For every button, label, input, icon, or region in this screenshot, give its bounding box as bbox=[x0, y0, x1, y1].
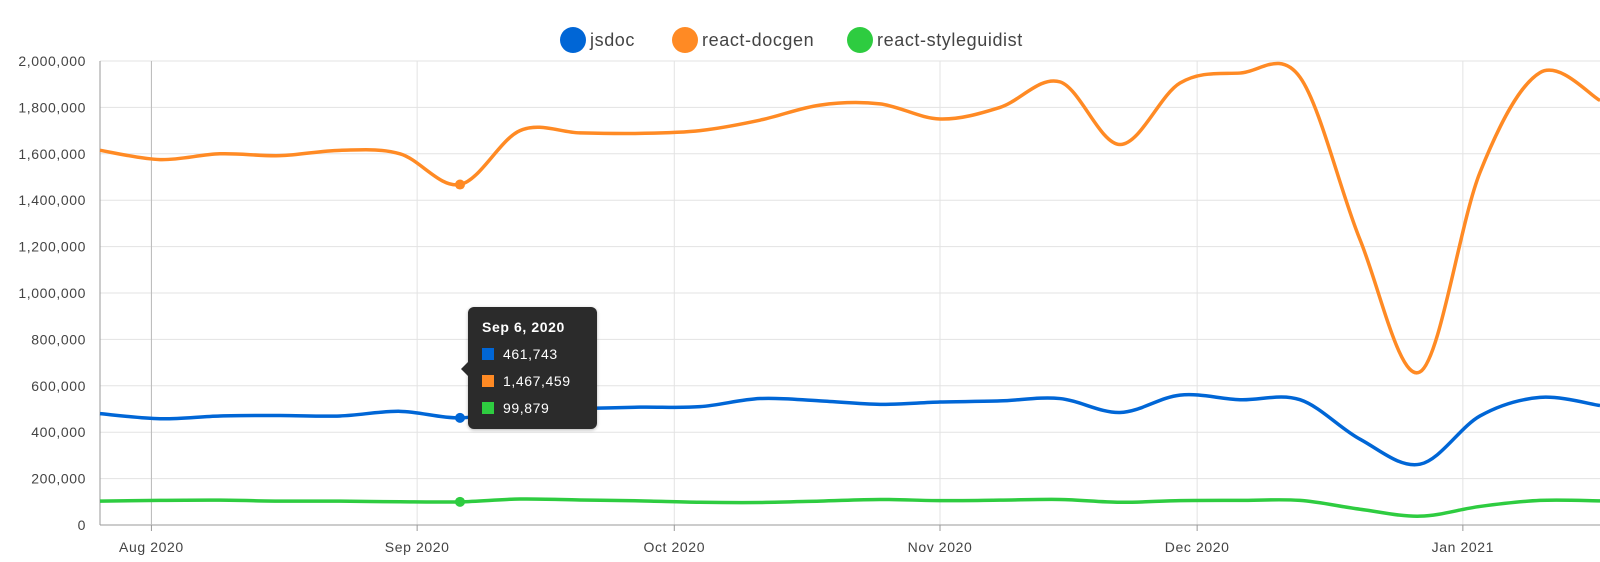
y-tick-label: 1,600,000 bbox=[18, 146, 86, 162]
y-tick-label: 1,400,000 bbox=[18, 192, 86, 208]
series-lines bbox=[99, 61, 1600, 518]
legend-label-react-styleguidist: react-styleguidist bbox=[877, 30, 1023, 50]
x-tick-label: Oct 2020 bbox=[643, 539, 705, 555]
legend: jsdoc react-docgen react-styleguidist bbox=[560, 27, 1023, 53]
hover-point-react-docgen bbox=[455, 179, 465, 190]
x-tick-label: Jan 2021 bbox=[1432, 539, 1494, 555]
tooltip-row-jsdoc: 461,743 bbox=[482, 346, 558, 362]
y-tick-label: 800,000 bbox=[31, 331, 86, 347]
y-tick-label: 600,000 bbox=[31, 378, 86, 394]
x-tick-label: Dec 2020 bbox=[1165, 539, 1230, 555]
tooltip-value-react-styleguidist: 99,879 bbox=[503, 400, 550, 416]
series-line-jsdoc bbox=[99, 392, 1600, 467]
hover-point-react-styleguidist bbox=[455, 496, 465, 507]
y-tick-label: 200,000 bbox=[31, 471, 86, 487]
tooltip-value-jsdoc: 461,743 bbox=[503, 346, 558, 362]
hover-markers bbox=[455, 179, 465, 507]
tooltip-swatch-jsdoc bbox=[482, 348, 494, 360]
y-tick-label: 0 bbox=[78, 517, 86, 533]
hover-point-jsdoc bbox=[455, 412, 465, 423]
x-axis-tick-labels: Aug 2020 Sep 2020 Oct 2020 Nov 2020 Dec 2020… bbox=[119, 539, 1494, 555]
y-tick-label: 1,800,000 bbox=[18, 99, 86, 115]
grid-lines bbox=[100, 60, 1600, 525]
y-tick-label: 400,000 bbox=[31, 424, 86, 440]
tooltip-row-react-styleguidist: 99,879 bbox=[482, 400, 549, 416]
tooltip-value-react-docgen: 1,467,459 bbox=[503, 373, 571, 389]
y-tick-label: 2,000,000 bbox=[18, 53, 86, 69]
hover-tooltip: Sep 6, 2020 461,743 1,467,459 99,879 bbox=[461, 307, 597, 429]
tooltip-row-react-docgen: 1,467,459 bbox=[482, 373, 571, 389]
legend-label-react-docgen: react-docgen bbox=[702, 30, 814, 50]
legend-label-jsdoc: jsdoc bbox=[589, 30, 635, 50]
x-tick-label: Sep 2020 bbox=[385, 539, 450, 555]
legend-marker-jsdoc bbox=[560, 27, 586, 53]
tooltip-swatch-react-styleguidist bbox=[482, 402, 494, 414]
series-line-react-docgen bbox=[99, 61, 1600, 375]
legend-marker-react-docgen bbox=[672, 27, 698, 53]
y-tick-label: 1,200,000 bbox=[18, 239, 86, 255]
series-line-react-styleguidist bbox=[99, 497, 1600, 518]
x-tick-label: Aug 2020 bbox=[119, 539, 184, 555]
axes bbox=[99, 61, 1600, 531]
legend-marker-react-styleguidist bbox=[847, 27, 873, 53]
tooltip-date: Sep 6, 2020 bbox=[482, 319, 565, 335]
x-tick-label: Nov 2020 bbox=[908, 539, 973, 555]
y-tick-label: 1,000,000 bbox=[18, 285, 86, 301]
tooltip-swatch-react-docgen bbox=[482, 375, 494, 387]
y-axis-tick-labels: 0 200,000 400,000 600,000 800,000 1,000,000 1,… bbox=[18, 53, 86, 533]
